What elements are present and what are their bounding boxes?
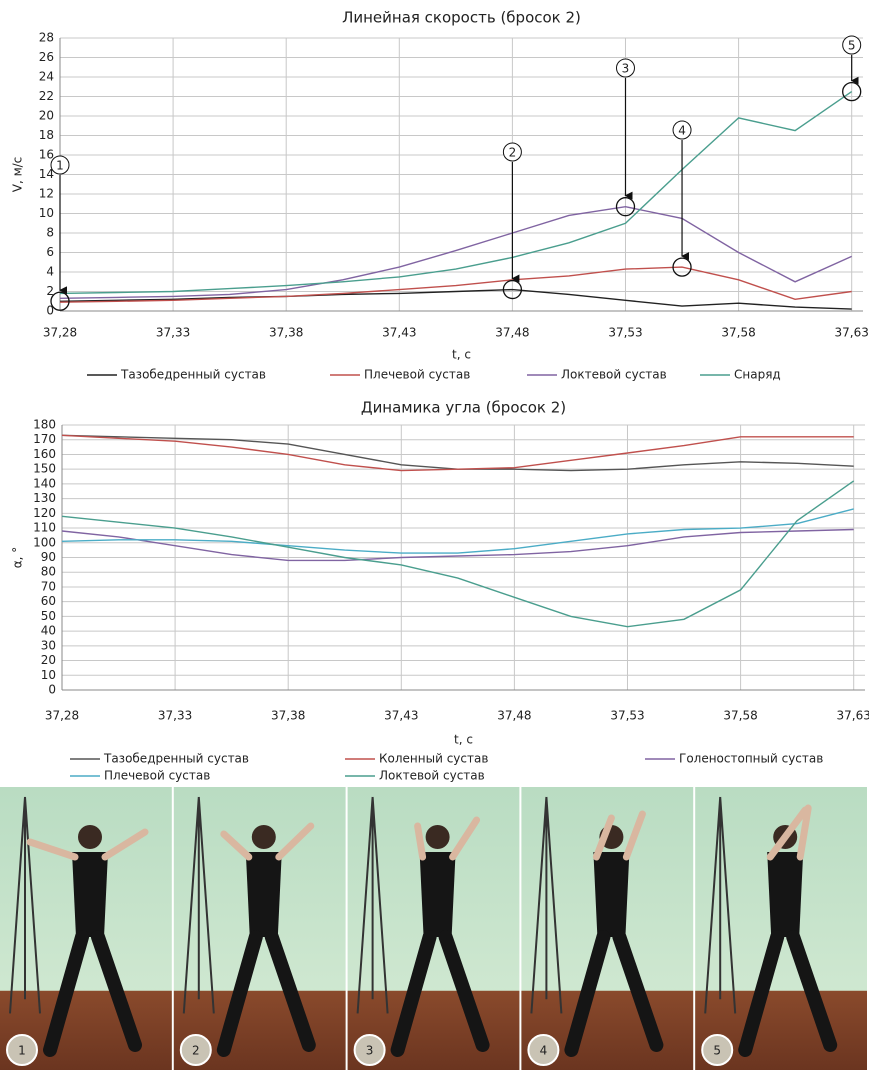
y-tick-label: 24 bbox=[39, 70, 54, 84]
x-tick-label: 37,58 bbox=[723, 709, 757, 723]
y-tick-label: 170 bbox=[33, 432, 56, 446]
y-tick-label: 40 bbox=[41, 624, 56, 638]
photo-label: 1 bbox=[18, 1044, 26, 1058]
x-tick-label: 37,63 bbox=[835, 326, 869, 340]
y-tick-label: 10 bbox=[39, 206, 54, 220]
y-tick-label: 8 bbox=[46, 226, 54, 240]
legend-label: Тазобедренный сустав bbox=[120, 368, 266, 382]
y-tick-label: 120 bbox=[33, 506, 56, 520]
x-axis-title: t, c bbox=[452, 348, 471, 362]
x-tick-label: 37,53 bbox=[610, 709, 644, 723]
series-line bbox=[62, 481, 854, 627]
photo-label: 5 bbox=[713, 1044, 721, 1058]
y-axis-title: α, ° bbox=[11, 547, 25, 569]
legend-label: Тазобедренный сустав bbox=[103, 752, 249, 766]
y-tick-label: 50 bbox=[41, 609, 56, 623]
series-line bbox=[60, 92, 852, 294]
y-tick-label: 20 bbox=[39, 109, 54, 123]
chart-title: Динамика угла (бросок 2) bbox=[361, 399, 566, 417]
legend-label: Плечевой сустав bbox=[364, 368, 470, 382]
y-tick-label: 80 bbox=[41, 565, 56, 579]
y-tick-label: 30 bbox=[41, 638, 56, 652]
athlete-body bbox=[767, 852, 803, 937]
legend-label: Локтевой сустав bbox=[379, 769, 485, 783]
y-tick-label: 0 bbox=[48, 683, 56, 697]
athlete-head bbox=[78, 825, 102, 849]
y-tick-label: 28 bbox=[39, 31, 54, 45]
athlete-body bbox=[72, 852, 108, 937]
x-tick-label: 37,43 bbox=[384, 709, 418, 723]
y-axis-title: V, м/с bbox=[11, 157, 25, 193]
chart-title: Линейная скорость (бросок 2) bbox=[342, 9, 581, 27]
x-tick-label: 37,48 bbox=[495, 326, 529, 340]
athlete-body bbox=[246, 852, 282, 937]
legend-label: Локтевой сустав bbox=[561, 368, 667, 382]
x-tick-label: 37,58 bbox=[721, 326, 755, 340]
y-tick-label: 150 bbox=[33, 462, 56, 476]
y-tick-label: 26 bbox=[39, 50, 54, 64]
y-tick-label: 140 bbox=[33, 476, 56, 490]
x-tick-label: 37,38 bbox=[269, 326, 303, 340]
y-tick-label: 16 bbox=[39, 148, 54, 162]
x-tick-label: 37,48 bbox=[497, 709, 531, 723]
photo-label: 2 bbox=[192, 1044, 200, 1058]
x-tick-label: 37,43 bbox=[382, 326, 416, 340]
legend-label: Снаряд bbox=[734, 368, 781, 382]
series-line bbox=[60, 290, 852, 310]
athlete-body bbox=[420, 852, 456, 937]
x-tick-label: 37,53 bbox=[608, 326, 642, 340]
y-tick-label: 22 bbox=[39, 89, 54, 103]
x-axis-title: t, c bbox=[454, 733, 473, 747]
x-tick-label: 37,28 bbox=[43, 326, 77, 340]
annotation-label: 5 bbox=[848, 39, 856, 53]
figure: Линейная скорость (бросок 2)024681012141… bbox=[0, 0, 869, 1070]
y-tick-label: 100 bbox=[33, 535, 56, 549]
legend-label: Голеностопный сустав bbox=[679, 752, 823, 766]
series-line bbox=[62, 435, 854, 470]
y-tick-label: 4 bbox=[46, 265, 54, 279]
legend-label: Коленный сустав bbox=[379, 752, 488, 766]
x-tick-label: 37,28 bbox=[45, 709, 79, 723]
series-line bbox=[62, 435, 854, 470]
x-tick-label: 37,33 bbox=[156, 326, 190, 340]
annotation-label: 1 bbox=[56, 159, 64, 173]
photo-frame: 2 bbox=[174, 787, 346, 1070]
x-tick-label: 37,63 bbox=[837, 709, 869, 723]
x-tick-label: 37,38 bbox=[271, 709, 305, 723]
y-tick-label: 20 bbox=[41, 653, 56, 667]
photo-frame: 4 bbox=[521, 787, 693, 1070]
y-tick-label: 90 bbox=[41, 550, 56, 564]
y-tick-label: 60 bbox=[41, 594, 56, 608]
athlete-head bbox=[252, 825, 276, 849]
x-tick-label: 37,33 bbox=[158, 709, 192, 723]
y-tick-label: 110 bbox=[33, 521, 56, 535]
athlete-head bbox=[426, 825, 450, 849]
legend-label: Плечевой сустав bbox=[104, 769, 210, 783]
y-tick-label: 6 bbox=[46, 245, 54, 259]
y-tick-label: 12 bbox=[39, 187, 54, 201]
photo-frame: 5 bbox=[695, 787, 867, 1070]
y-tick-label: 130 bbox=[33, 491, 56, 505]
photo-label: 3 bbox=[366, 1044, 374, 1058]
athlete-body bbox=[593, 852, 629, 937]
y-tick-label: 18 bbox=[39, 128, 54, 142]
annotation-label: 4 bbox=[678, 124, 686, 138]
annotation-label: 2 bbox=[509, 146, 517, 160]
photo-frame: 3 bbox=[348, 787, 520, 1070]
y-tick-label: 70 bbox=[41, 579, 56, 593]
series-line bbox=[62, 530, 854, 561]
photo-frame: 1 bbox=[0, 787, 172, 1070]
y-tick-label: 180 bbox=[33, 418, 56, 432]
y-tick-label: 160 bbox=[33, 447, 56, 461]
annotation-label: 3 bbox=[622, 62, 630, 76]
y-tick-label: 10 bbox=[41, 668, 56, 682]
photo-label: 4 bbox=[540, 1044, 548, 1058]
